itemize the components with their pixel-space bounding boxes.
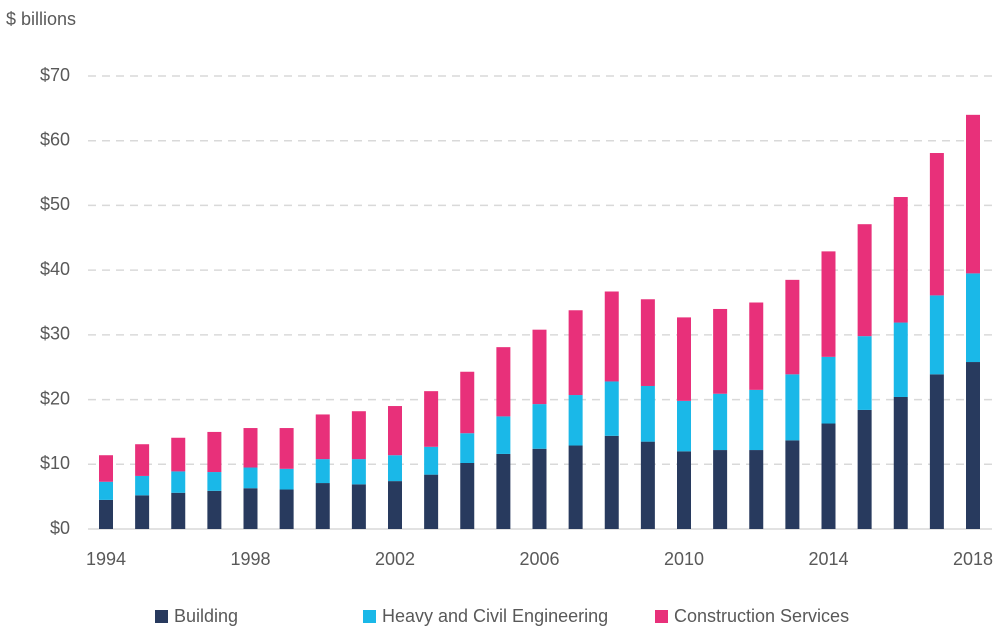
bar-segment: [713, 450, 728, 529]
bar-segment: [785, 374, 800, 441]
y-tick-label: $20: [40, 388, 70, 408]
x-tick-label: 2014: [808, 549, 848, 569]
bar-segment: [640, 441, 655, 529]
bar-segment: [713, 393, 728, 451]
bar-segment: [532, 329, 547, 405]
bar-segment: [207, 472, 222, 491]
bar-segment: [496, 453, 511, 529]
bar-segment: [966, 114, 980, 274]
legend-label: Construction Services: [674, 606, 849, 626]
x-tick-label: 2018: [953, 549, 993, 569]
bar-segment: [243, 488, 258, 529]
bar-segment: [279, 489, 294, 529]
bar-segment: [135, 495, 150, 529]
legend-swatch: [655, 610, 668, 623]
bar-segment: [929, 295, 944, 375]
bar-segment: [532, 448, 547, 529]
bar-segment: [677, 451, 691, 529]
bar-segment: [243, 428, 258, 468]
bar-segment: [315, 414, 330, 460]
legend-swatch: [155, 610, 168, 623]
bar-segment: [857, 336, 872, 410]
bar-segment: [821, 251, 836, 357]
bar-segment: [677, 317, 691, 401]
bar-segment: [785, 279, 800, 375]
bar-segment: [749, 302, 764, 390]
bar-segment: [351, 459, 366, 485]
bar-segment: [496, 347, 511, 417]
bar-segment: [171, 492, 186, 529]
y-tick-label: $70: [40, 65, 70, 85]
bar-segment: [171, 471, 186, 493]
y-tick-label: $50: [40, 194, 70, 214]
y-tick-label: $40: [40, 259, 70, 279]
bar-segment: [857, 409, 872, 529]
bar-segment: [424, 446, 439, 475]
bar-segment: [640, 299, 655, 386]
bar-segment: [893, 322, 908, 397]
bar-segment: [568, 445, 583, 529]
bar-segment: [857, 224, 872, 337]
bar-segment: [966, 362, 980, 529]
x-tick-label: 2002: [375, 549, 415, 569]
bar-segment: [749, 389, 764, 451]
bar-segment: [279, 468, 294, 490]
bar-segment: [604, 435, 619, 529]
bar-segment: [929, 374, 944, 529]
bar-segment: [207, 431, 222, 473]
bar-segment: [893, 396, 908, 529]
bar-segment: [532, 404, 547, 449]
bar-segment: [568, 395, 583, 446]
bar-segment: [460, 433, 475, 463]
bar-segment: [351, 411, 366, 460]
bar-segment: [315, 459, 330, 484]
bar-segment: [821, 423, 836, 529]
bar-segment: [207, 490, 222, 529]
bar-segment: [424, 474, 439, 529]
x-tick-label: 1998: [230, 549, 270, 569]
bar-segment: [99, 455, 113, 482]
x-tick-label: 2006: [519, 549, 559, 569]
bar-segment: [279, 428, 294, 469]
bar-segment: [351, 484, 366, 529]
x-tick-label: 2010: [664, 549, 704, 569]
y-tick-label: $10: [40, 453, 70, 473]
bar-segment: [677, 400, 691, 452]
y-tick-label: $30: [40, 324, 70, 344]
bar-segment: [171, 437, 186, 472]
x-tick-label: 1994: [86, 549, 126, 569]
legend-label: Heavy and Civil Engineering: [382, 606, 608, 626]
bar-segment: [785, 440, 800, 529]
bar-segment: [388, 406, 402, 456]
y-tick-label: $60: [40, 129, 70, 149]
bar-segment: [99, 481, 113, 500]
bar-segment: [929, 153, 944, 296]
y-axis-label: $ billions: [6, 9, 76, 29]
bar-segment: [604, 381, 619, 436]
bar-segment: [424, 391, 439, 447]
bar-segment: [135, 444, 150, 476]
bar-segment: [604, 291, 619, 382]
bar-segment: [388, 481, 402, 529]
bar-segment: [99, 499, 113, 529]
bar-segment: [243, 467, 258, 489]
y-tick-label: $0: [50, 518, 70, 538]
legend-swatch: [363, 610, 376, 623]
bar-segment: [315, 483, 330, 529]
bar-segment: [460, 371, 475, 434]
bar-segment: [640, 385, 655, 442]
bar-segment: [388, 455, 402, 482]
bar-segment: [893, 197, 908, 323]
bar-segment: [496, 416, 511, 454]
bar-segment: [135, 475, 150, 496]
bar-segment: [966, 273, 980, 363]
bar-segment: [749, 450, 764, 529]
legend-label: Building: [174, 606, 238, 626]
bar-segment: [568, 310, 583, 396]
bar-segment: [713, 308, 728, 394]
bar-segment: [460, 462, 475, 529]
bar-segment: [821, 356, 836, 424]
